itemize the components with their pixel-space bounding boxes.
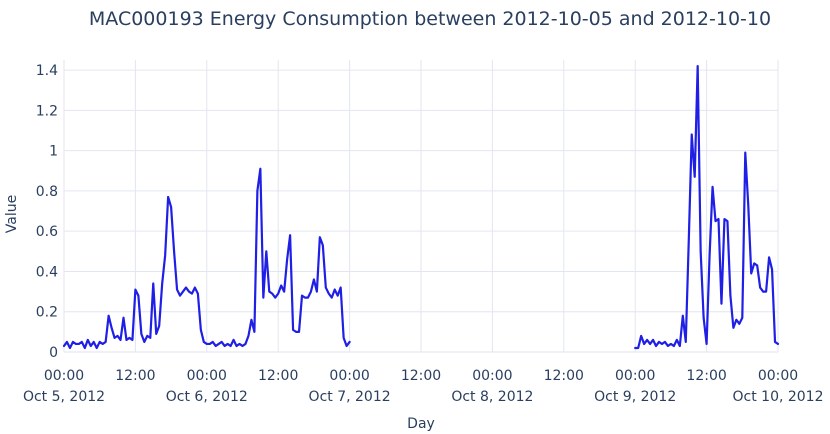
series-line: [634, 64, 780, 350]
x-tick-label: 12:00: [258, 368, 298, 384]
y-tick-label: 0.8: [36, 184, 58, 200]
x-tick-label: 12:00: [686, 368, 726, 384]
x-tick-label: 12:00: [544, 368, 584, 384]
x-tick-label: 00:00: [44, 368, 84, 384]
y-tick-label: 0.4: [36, 264, 58, 280]
y-axis-ticks: 0 0.2 0.4 0.6 0.8 1 1.2 1.4: [36, 63, 58, 361]
gridlines: [63, 60, 779, 353]
chart-title: MAC000193 Energy Consumption between 201…: [89, 8, 771, 30]
x-tick-date-label: Oct 10, 2012: [733, 389, 824, 405]
x-axis-ticks: 00:00 Oct 5, 2012 12:00 00:00 Oct 6, 2012 12:…: [23, 368, 824, 405]
y-tick-label: 1.4: [36, 63, 58, 79]
x-tick-label: 00:00: [615, 368, 655, 384]
x-tick-date-label: Oct 8, 2012: [451, 389, 533, 405]
series-line: [62, 167, 351, 350]
x-tick-label: 00:00: [758, 368, 798, 384]
x-tick-date-label: Oct 7, 2012: [309, 389, 391, 405]
x-axis-title: Day: [407, 416, 435, 432]
y-axis-title: Value: [4, 195, 20, 233]
y-tick-label: 0.2: [36, 305, 58, 321]
x-tick-label: 00:00: [472, 368, 512, 384]
y-tick-label: 0: [49, 345, 58, 361]
y-tick-label: 1: [49, 144, 58, 160]
x-tick-label: 12:00: [401, 368, 441, 384]
x-tick-date-label: Oct 5, 2012: [23, 389, 105, 405]
y-tick-label: 1.2: [36, 103, 58, 119]
x-tick-date-label: Oct 9, 2012: [594, 389, 676, 405]
x-tick-label: 00:00: [187, 368, 227, 384]
y-tick-label: 0.6: [36, 224, 58, 240]
series-group: [62, 64, 780, 350]
x-tick-label: 00:00: [329, 368, 369, 384]
x-tick-date-label: Oct 6, 2012: [166, 389, 248, 405]
x-tick-label: 12:00: [115, 368, 155, 384]
